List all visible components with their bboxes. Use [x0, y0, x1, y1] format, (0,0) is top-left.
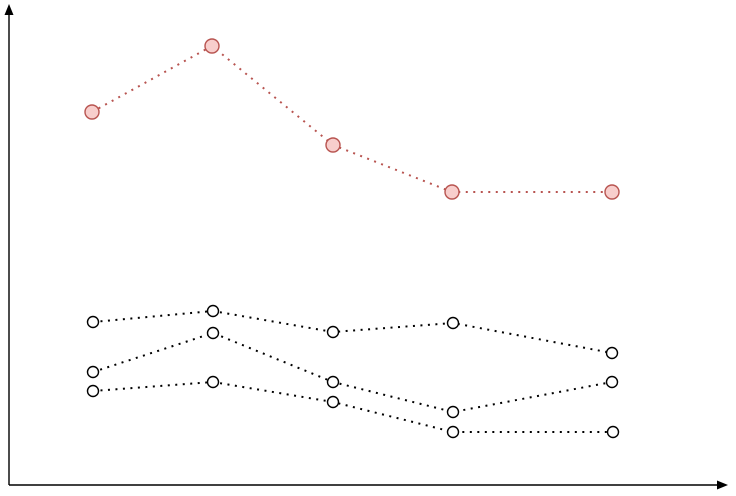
black-series-3-marker-5 [606, 425, 620, 439]
red-series-marker-2 [204, 38, 220, 54]
black-series-3-marker-4 [446, 425, 460, 439]
black-series-1-marker-2 [206, 304, 220, 318]
black-series-2-marker-3 [326, 375, 340, 389]
black-series-3-line [92, 380, 613, 433]
black-series-1-marker-3 [326, 325, 340, 339]
black-series-2-line [92, 331, 613, 414]
red-series-marker-1 [84, 104, 100, 120]
red-series-marker-3 [325, 137, 341, 153]
red-series-marker-5 [604, 184, 620, 200]
black-series-2-marker-5 [605, 375, 619, 389]
black-series-2-marker-4 [446, 405, 460, 419]
black-series-2-marker-2 [206, 326, 220, 340]
black-series-3-marker-3 [326, 395, 340, 409]
black-series-1-marker-5 [605, 346, 619, 360]
black-series-3-marker-2 [206, 375, 220, 389]
black-series-2-marker-1 [86, 365, 100, 379]
black-series-1-line [92, 309, 613, 354]
red-series-marker-4 [444, 184, 460, 200]
black-series-1-marker-4 [446, 316, 460, 330]
x-axis-arrow-icon [717, 480, 728, 490]
y-axis-arrow-icon [4, 4, 14, 15]
red-series-line [91, 44, 612, 193]
black-series-3-marker-1 [86, 384, 100, 398]
black-series-1-marker-1 [86, 315, 100, 329]
